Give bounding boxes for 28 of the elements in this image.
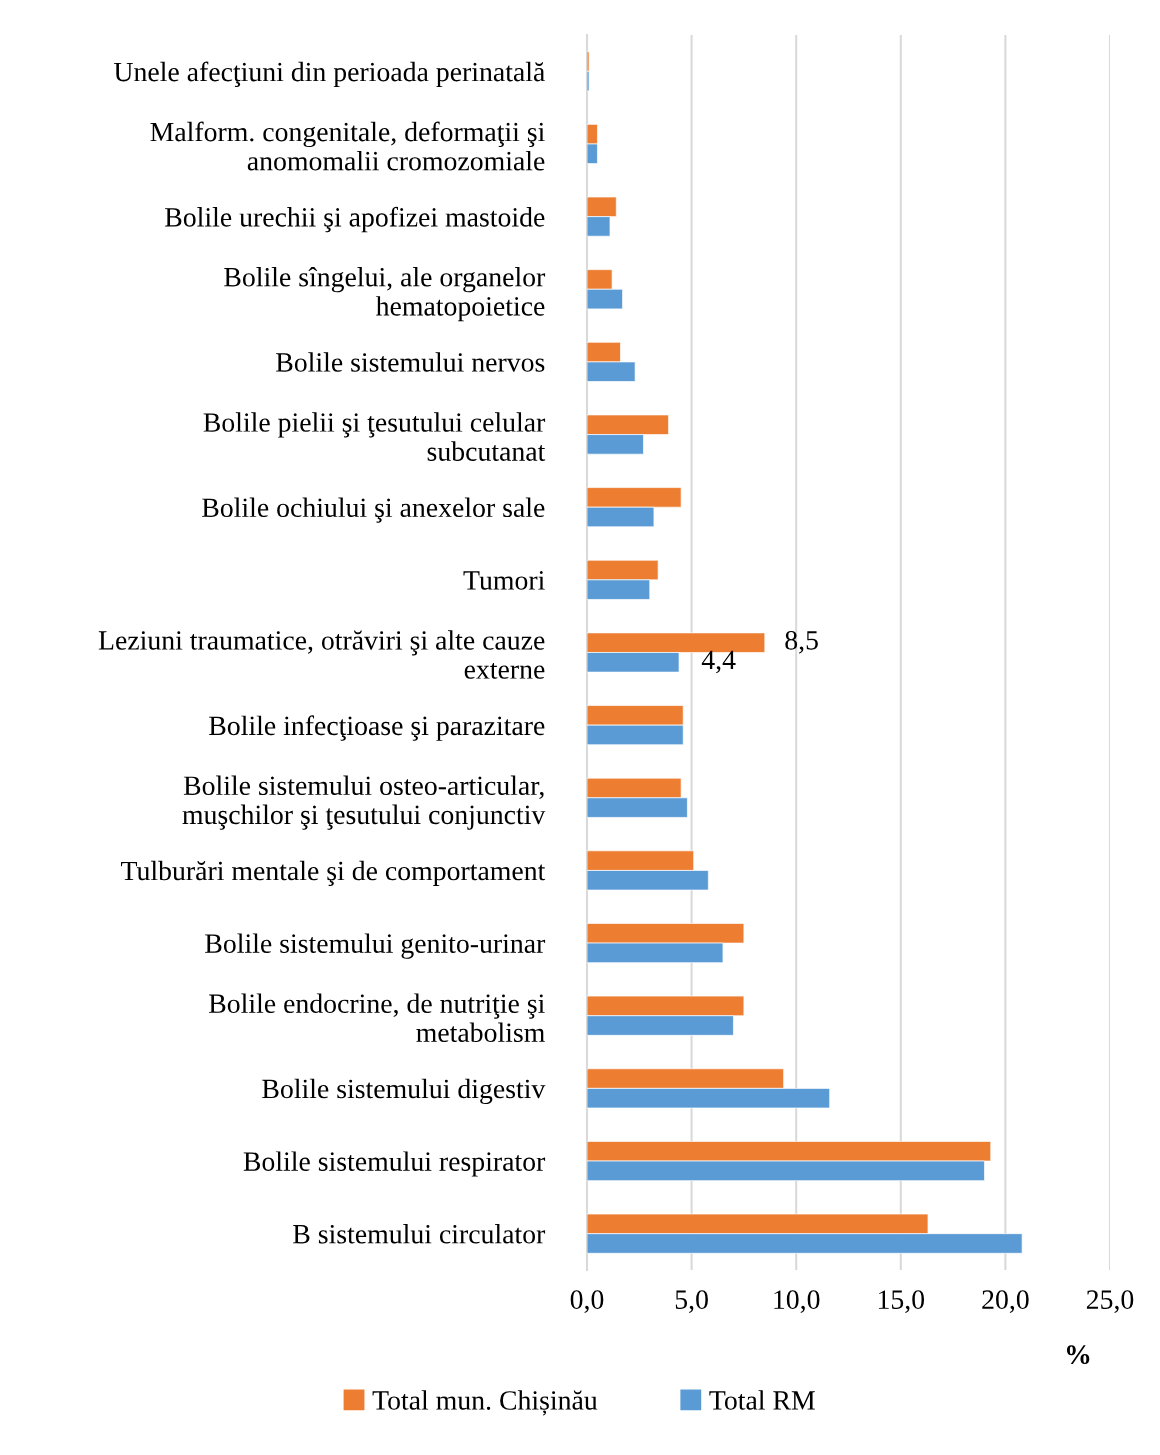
- y-tick-label: Leziuni traumatice, otrăviri şi alte cauze externe: [98, 630, 545, 679]
- data-label: 8,5: [785, 630, 818, 654]
- x-tick-label: 10,0: [774, 1290, 820, 1313]
- x-axis-title: %: [1066, 1345, 1090, 1365]
- y-tick-label: Tumori: [463, 571, 545, 590]
- y-tick-label: Bolile urechii şi apofizei mastoide: [165, 206, 545, 233]
- y-tick-label: Bolile sistemului osteo-articular, muşchilor şi ţesutului conjunctiv: [182, 775, 546, 830]
- y-tick-label: Malform. congenitale, deformaţii şi anomomalii cromozomiale: [150, 121, 545, 171]
- y-tick-label: Bolile sîngelui, ale organelor hematopoietice: [224, 266, 546, 322]
- x-tick-label: 5,0: [675, 1290, 708, 1313]
- x-tick-label: 20,0: [982, 1290, 1029, 1313]
- y-tick-label: Bolile infecţioase şi parazitare: [209, 715, 545, 741]
- data-label: 4,4: [701, 650, 736, 674]
- x-tick-label: 0,0: [570, 1290, 604, 1313]
- y-tick-label: B sistemului circulator: [293, 1224, 546, 1244]
- y-tick-label: Bolile sistemului digestiv: [262, 1078, 546, 1105]
- x-tick-label: 15,0: [878, 1290, 925, 1313]
- x-tick-label: 25,0: [1086, 1290, 1134, 1313]
- legend-label: Total RM: [709, 1390, 815, 1410]
- y-tick-label: Bolile sistemului genito-urinar: [205, 933, 546, 959]
- y-tick-label: Tulburări mentale şi de comportament: [121, 860, 546, 886]
- y-tick-label: Bolile ochiului şi anexelor sale: [202, 497, 545, 523]
- y-tick-label: Bolile endocrine, de nutriţie şi metabolism: [209, 993, 545, 1043]
- y-tick-label: Unele afecţiuni din perioada perinatală: [114, 61, 545, 88]
- legend-label: Total mun. Chișinău: [372, 1390, 598, 1416]
- y-tick-label: Bolile pielii şi ţesutului celular subcutanat: [203, 412, 546, 461]
- y-tick-label: Bolile sistemului respirator: [243, 1151, 546, 1177]
- y-tick-label: Bolile sistemului nervos: [276, 352, 545, 372]
